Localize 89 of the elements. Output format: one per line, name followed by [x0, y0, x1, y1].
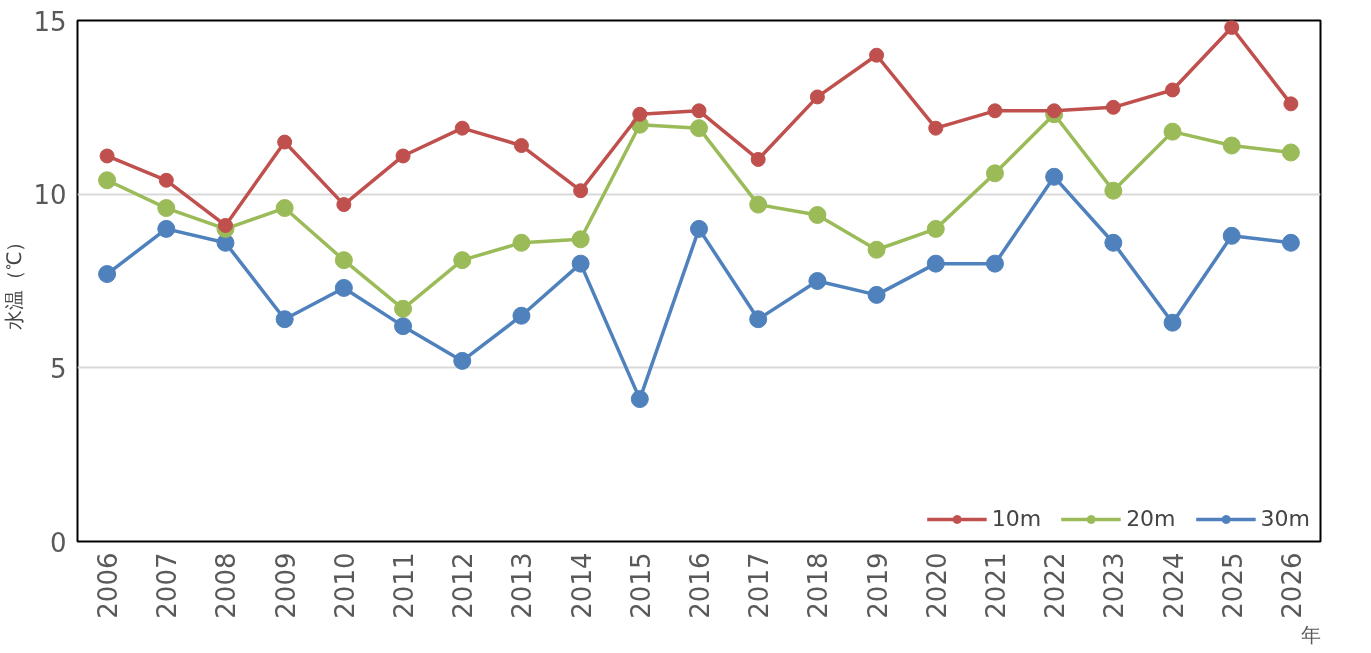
x-tick-label: 2011	[389, 552, 420, 619]
x-tick-label: 2010	[329, 552, 360, 619]
x-tick-label: 2023	[1099, 552, 1130, 619]
point	[453, 251, 472, 270]
x-tick-label: 2008	[211, 552, 242, 619]
x-tick-label: 2025	[1217, 552, 1248, 619]
point	[928, 120, 944, 136]
point	[750, 151, 766, 167]
point	[394, 317, 413, 336]
x-tick-label: 2018	[803, 552, 834, 619]
legend-label: 20m	[1126, 506, 1176, 531]
x-tick-label: 2013	[507, 552, 538, 619]
x-tick-label: 2012	[448, 552, 479, 619]
point	[277, 134, 293, 150]
point	[157, 219, 176, 238]
point	[691, 103, 707, 119]
point	[336, 197, 352, 213]
point	[1165, 82, 1181, 98]
point	[808, 272, 827, 290]
point	[1283, 96, 1299, 112]
x-tick-label: 2026	[1276, 552, 1307, 619]
point	[157, 199, 176, 218]
point	[630, 390, 649, 409]
point	[987, 103, 1003, 119]
point	[749, 310, 768, 329]
point	[926, 219, 945, 238]
point	[453, 351, 472, 370]
x-tick-label: 2016	[685, 552, 715, 619]
point	[217, 217, 233, 233]
point	[869, 47, 885, 63]
point	[571, 230, 590, 249]
point	[512, 306, 531, 325]
x-tick-label: 2014	[566, 552, 597, 619]
point	[275, 199, 294, 218]
point	[1104, 181, 1123, 200]
point	[573, 183, 589, 199]
point	[809, 89, 825, 105]
y-tick-label: 15	[33, 6, 67, 37]
point	[1163, 313, 1182, 332]
x-axis-title: 年	[1300, 623, 1321, 646]
x-tick-label: 2009	[270, 552, 301, 619]
x-tick-label: 2007	[152, 552, 183, 619]
point	[1046, 103, 1062, 119]
point	[632, 106, 648, 122]
x-tick-label: 2024	[1158, 552, 1189, 619]
point	[1045, 167, 1064, 186]
point	[394, 299, 413, 318]
point	[690, 119, 708, 138]
point	[985, 254, 1004, 273]
y-tick-label: 0	[49, 527, 67, 558]
point	[99, 148, 115, 164]
x-tick-label: 2015	[625, 552, 656, 619]
point	[1281, 233, 1300, 252]
point	[1222, 226, 1241, 245]
point	[690, 219, 708, 238]
y-axis-title: 水温（℃）	[3, 232, 26, 330]
legend-label: 10m	[991, 506, 1042, 531]
point	[334, 278, 353, 297]
point	[867, 285, 886, 304]
y-tick-label: 10	[33, 180, 67, 211]
point	[98, 171, 117, 190]
y-tick-label: 5	[49, 353, 67, 384]
point	[926, 254, 945, 273]
point	[275, 310, 294, 329]
point	[571, 254, 590, 273]
point	[334, 251, 353, 270]
x-tick-label: 2006	[93, 552, 124, 619]
point	[808, 206, 827, 224]
point	[1222, 136, 1241, 155]
x-tick-label: 2021	[980, 552, 1011, 619]
x-tick-label: 2019	[862, 552, 893, 619]
point	[985, 164, 1004, 183]
x-tick-label: 2022	[1040, 552, 1071, 619]
point	[1281, 143, 1300, 162]
point	[749, 195, 768, 214]
x-tick-label: 2020	[921, 552, 952, 619]
point	[1224, 20, 1240, 35]
x-tick-label: 2017	[744, 552, 775, 619]
point	[512, 233, 531, 252]
point	[395, 148, 411, 164]
point	[158, 172, 174, 188]
point	[1105, 99, 1121, 115]
point	[1104, 233, 1123, 252]
point	[1163, 122, 1182, 141]
point	[513, 138, 529, 154]
point	[454, 120, 470, 136]
point	[867, 240, 886, 259]
legend-label: 30m	[1260, 506, 1310, 531]
point	[98, 265, 117, 284]
